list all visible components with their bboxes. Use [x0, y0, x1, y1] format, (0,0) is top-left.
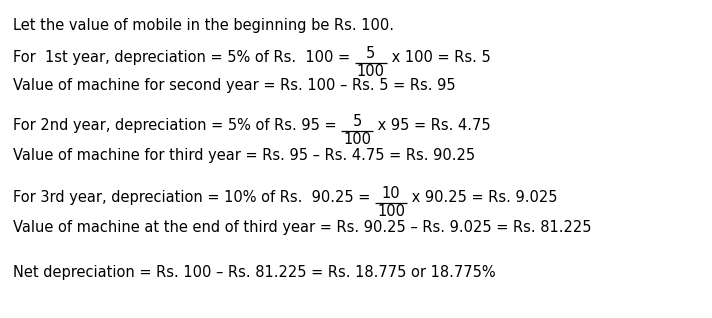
Text: Value of machine for second year = Rs. 100 – Rs. 5 = Rs. 95: Value of machine for second year = Rs. 1… — [13, 78, 456, 93]
Text: 5: 5 — [366, 46, 375, 61]
Text: For 2nd year, depreciation = 5% of Rs. 95 =: For 2nd year, depreciation = 5% of Rs. 9… — [13, 118, 341, 133]
Text: Value of machine for third year = Rs. 95 – Rs. 4.75 = Rs. 90.25: Value of machine for third year = Rs. 95… — [13, 148, 475, 163]
Text: For  1st year, depreciation = 5% of Rs.  100 =: For 1st year, depreciation = 5% of Rs. 1… — [13, 50, 355, 65]
Text: 100: 100 — [343, 133, 371, 148]
Text: x 100 = Rs. 5: x 100 = Rs. 5 — [387, 50, 491, 65]
Text: x 95 = Rs. 4.75: x 95 = Rs. 4.75 — [373, 118, 491, 133]
Text: 100: 100 — [377, 204, 405, 219]
Text: 10: 10 — [382, 186, 400, 202]
Text: Let the value of mobile in the beginning be Rs. 100.: Let the value of mobile in the beginning… — [13, 18, 394, 33]
Text: x 90.25 = Rs. 9.025: x 90.25 = Rs. 9.025 — [407, 190, 557, 205]
Text: 5: 5 — [352, 114, 362, 129]
Text: Value of machine at the end of third year = Rs. 90.25 – Rs. 9.025 = Rs. 81.225: Value of machine at the end of third yea… — [13, 220, 592, 235]
Text: For 3rd year, depreciation = 10% of Rs.  90.25 =: For 3rd year, depreciation = 10% of Rs. … — [13, 190, 375, 205]
Text: 100: 100 — [357, 65, 384, 80]
Text: Net depreciation = Rs. 100 – Rs. 81.225 = Rs. 18.775 or 18.775%: Net depreciation = Rs. 100 – Rs. 81.225 … — [13, 265, 496, 280]
